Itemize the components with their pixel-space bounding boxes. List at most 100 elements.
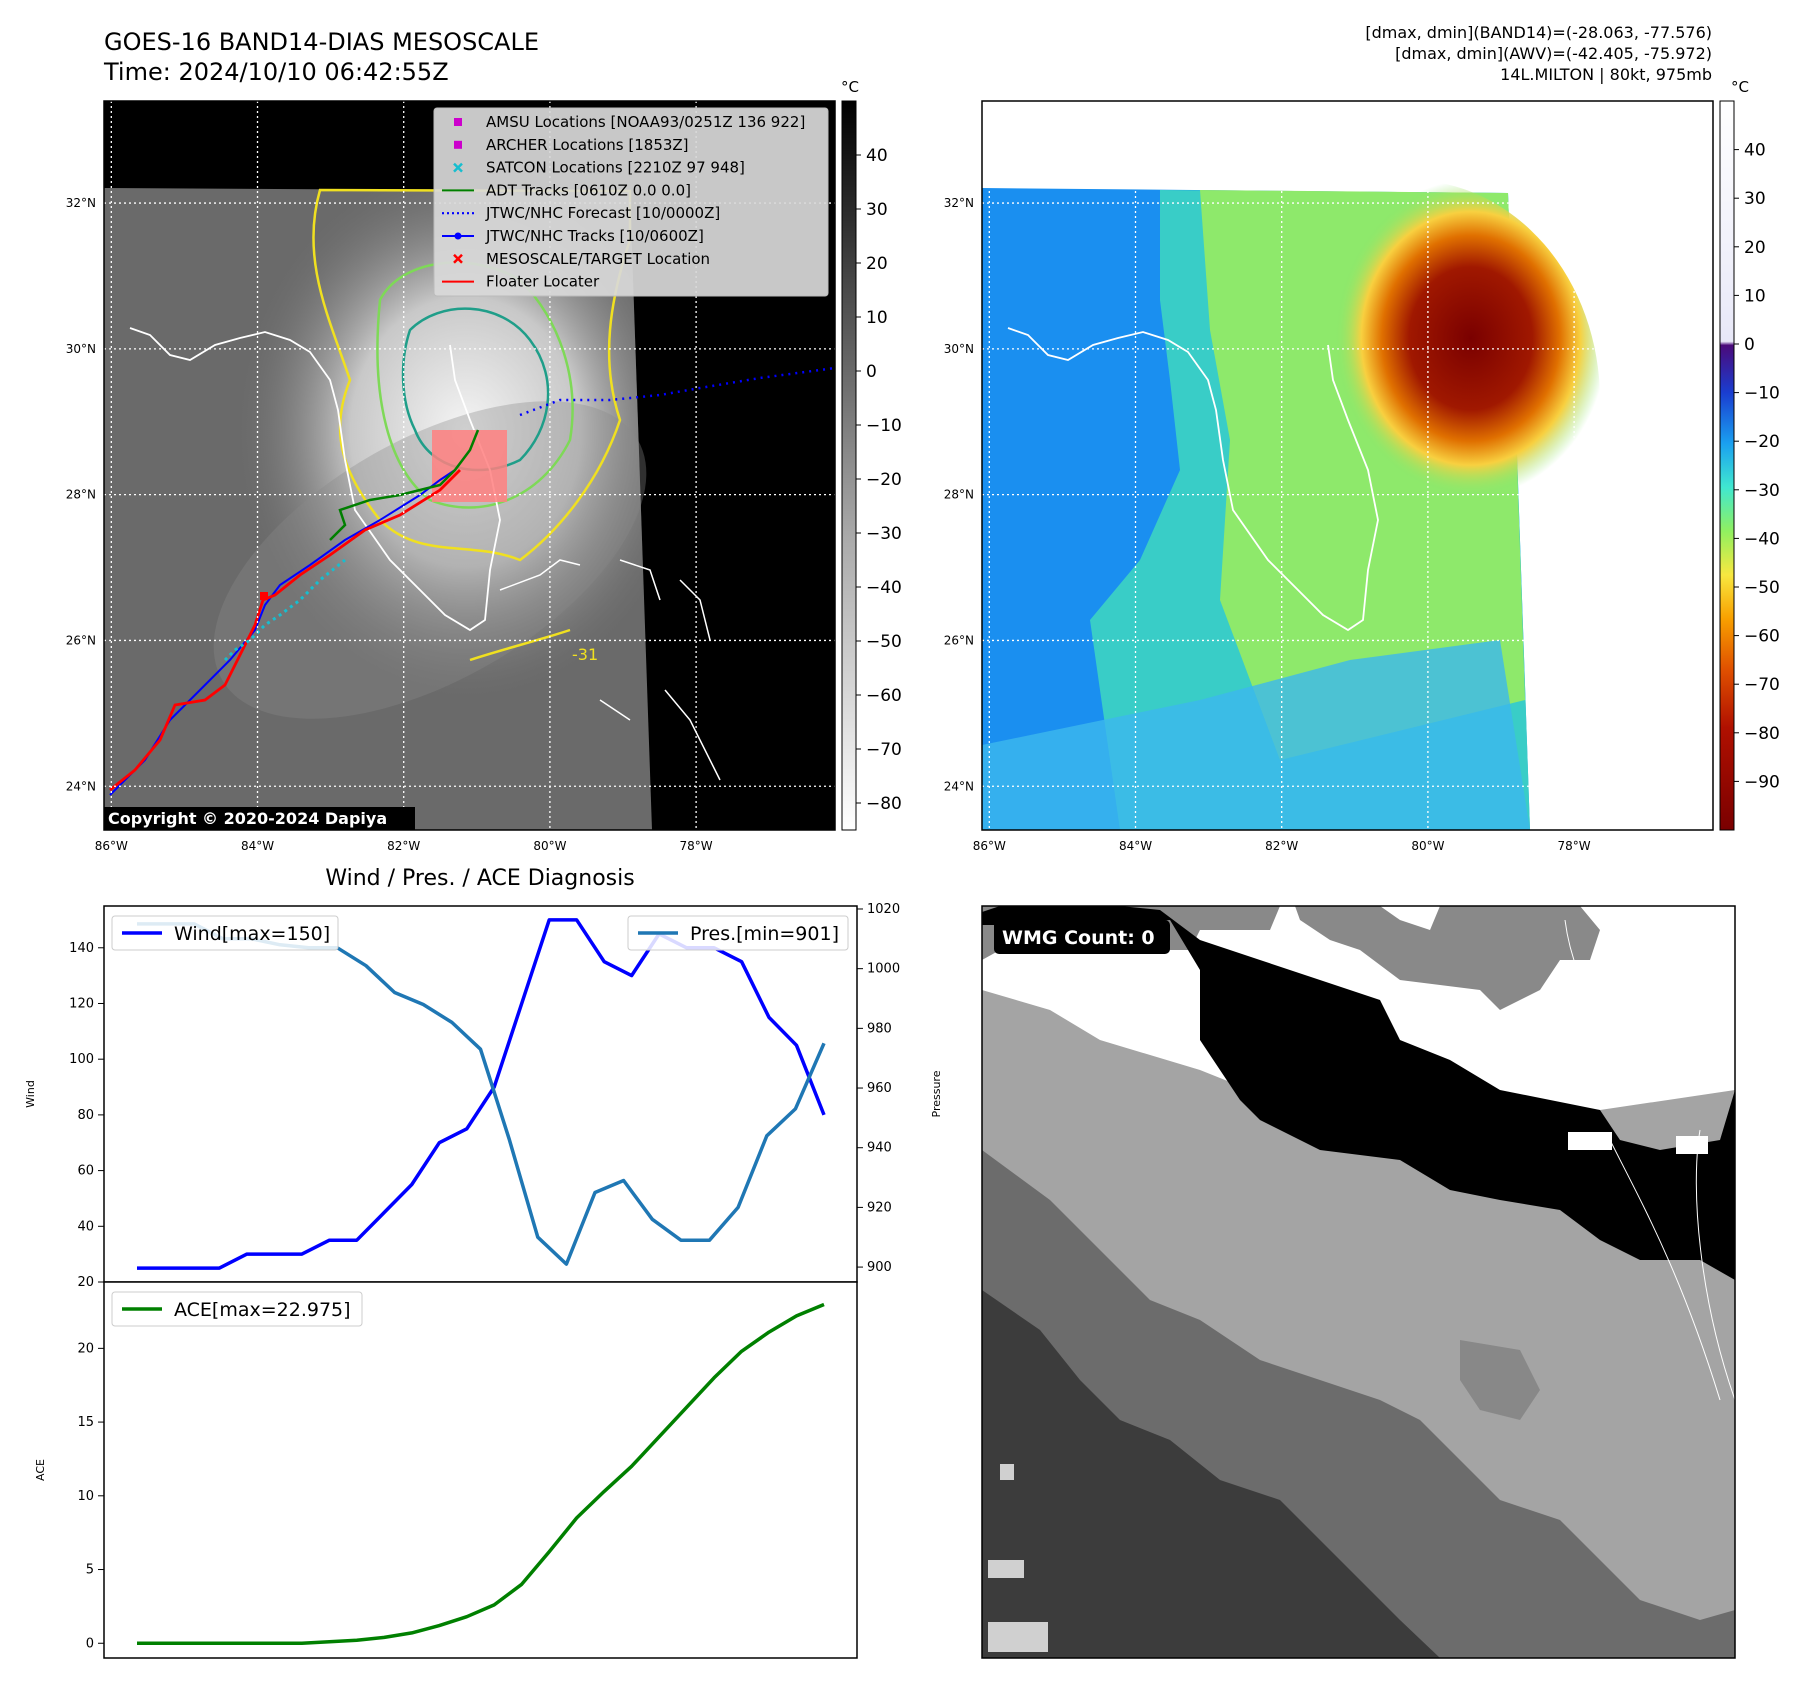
map2-lon-tick-label: 78°W: [1558, 839, 1591, 853]
wmg-gray-island: [1460, 1340, 1540, 1420]
pressure-legend-label: Pres.[min=901]: [690, 923, 839, 945]
wind-tick-label: 100: [69, 1052, 94, 1067]
legend-x-marker: [453, 253, 463, 264]
map1-adt-track: [329, 429, 480, 541]
map2-lon-tick-label: 82°W: [1265, 839, 1298, 853]
map1-lat-tick-label: 32°N: [66, 196, 96, 210]
info-awv: [dmax, dmin](AWV)=(-42.405, -75.972): [1395, 44, 1712, 63]
map1-copyright: Copyright © 2020-2024 Dapiya: [104, 807, 415, 830]
ace-tick-label: 10: [77, 1489, 94, 1504]
colorbar-gray-tick-label: −20: [866, 470, 902, 490]
wmg-clear-patch-1: [1568, 1132, 1612, 1150]
colorbar-color-tick-label: −60: [1744, 627, 1780, 647]
map2-lat-tick-label: 32°N: [944, 196, 974, 210]
colorbar-color-tick-label: 40: [1744, 141, 1766, 161]
wind-axis-label: Wind: [24, 1080, 37, 1108]
colorbar-color-tick-label: −30: [1744, 481, 1780, 501]
map1-legend-box: [433, 107, 829, 297]
map1-lat-tick-label: 28°N: [66, 488, 96, 502]
map1-legend-item: ADT Tracks [0610Z 0.0 0.0]: [442, 181, 691, 199]
legend-dot: [454, 232, 462, 240]
map1-lon-tick-label: 78°W: [680, 839, 713, 853]
map1-legend-item: Floater Locater: [442, 273, 600, 291]
colorbar-color-tick-label: −10: [1744, 384, 1780, 404]
colorbar-gray-unit: °C: [841, 78, 859, 96]
figure-title: GOES-16 BAND14-DIAS MESOSCALE: [104, 28, 539, 56]
map2-lon-tick-label: 80°W: [1411, 839, 1444, 853]
map2-gridlines: [982, 101, 1713, 830]
colorbar-color-tick-label: 10: [1744, 286, 1766, 306]
pressure-tick-label: 980: [867, 1021, 892, 1036]
colorbar-color-tick-label: −40: [1744, 529, 1780, 549]
colorbar-color-tick-label: 0: [1744, 335, 1755, 355]
ace-plot-frame: [103, 1281, 858, 1659]
awv-map-panel: 86°W 84°W 82°W 80°W 78°W 32°N 30°N 28°N 26°N 24°N: [944, 100, 1714, 853]
map1-legend-item: MESOSCALE/TARGET Location: [453, 250, 710, 268]
pressure-tick-label: 900: [867, 1260, 892, 1275]
map1-lon-tick-label: 82°W: [387, 839, 420, 853]
wind-legend-box: [111, 915, 339, 951]
colorbar-gray-tick-label: 0: [866, 362, 877, 382]
map1-lon-tick-label: 86°W: [95, 839, 128, 853]
map2-coastline-florida: [1007, 327, 1379, 632]
map1-coastline-florida: [129, 327, 501, 632]
copyright-box: [104, 807, 415, 830]
info-band14: [dmax, dmin](BAND14)=(-28.063, -77.576): [1365, 23, 1712, 42]
wind-tick-label: 140: [69, 941, 94, 956]
map1-contour-keys: [469, 628, 571, 662]
map1-legend-item: JTWC/NHC Forecast [10/0000Z]: [442, 204, 720, 222]
colorbar-color-tick-label: −50: [1744, 578, 1780, 598]
map1-lon-tick-label: 80°W: [533, 839, 566, 853]
map2-tick-labels: 86°W 84°W 82°W 80°W 78°W 32°N 30°N 28°N 26°N 24°N: [944, 196, 1591, 853]
colorbar-color-tick-label: 20: [1744, 238, 1766, 258]
map2-lower-band: [982, 640, 1530, 830]
ir-map-panel: -31 86°W 84°W 82°W 80°W 78°W 32°N 30°N 28°N 26°N…: [66, 100, 836, 853]
colorbar-gray-tick-label: −30: [866, 524, 902, 544]
wmg-coastline-3: [1564, 919, 1601, 1021]
map1-legend-item: SATCON Locations [2210Z 97 948]: [453, 159, 745, 177]
colorbar-gray-tick-label: −40: [866, 578, 902, 598]
pressure-tick-label: 940: [867, 1141, 892, 1156]
map1-legend-item: ARCHER Locations [1853Z]: [454, 136, 689, 154]
wmg-coastline-2: [1695, 1129, 1736, 1401]
colorbar-color-tick-label: −90: [1744, 772, 1780, 792]
colorbar-gray-tick-label: −60: [866, 686, 902, 706]
colorbar-gray-tick-label: −70: [866, 740, 902, 760]
wmg-frame: [981, 905, 1736, 1659]
map2-lat-tick-label: 30°N: [944, 342, 974, 356]
map1-lat-tick-label: 30°N: [66, 342, 96, 356]
colorbar-gray-tick-label: 40: [866, 146, 888, 166]
map2-frame: [981, 100, 1714, 831]
wind-legend-label: Wind[max=150]: [174, 923, 330, 945]
wind-pressure-chart: 20 40 60 80 100 120 140 900 920 940 960 980 1000 1020…: [24, 902, 943, 1290]
map1-lat-tick-label: 26°N: [66, 633, 96, 647]
wmg-count-label: WMG Count: 0: [1002, 927, 1155, 949]
map1-target-marker: [260, 592, 268, 600]
colorbar-color-tick-label: −80: [1744, 724, 1780, 744]
figure-time: Time: 2024/10/10 06:42:55Z: [103, 58, 449, 86]
wmg-gray-top: [1295, 906, 1600, 1010]
colorbar-color-tick-label: −20: [1744, 432, 1780, 452]
map1-frame: [103, 100, 836, 831]
map1-legend-label: MESOSCALE/TARGET Location: [486, 250, 710, 268]
ace-legend-box: [111, 1291, 363, 1327]
map1-floater-track: [109, 469, 461, 792]
wind-tick-label: 40: [77, 1219, 94, 1234]
pressure-legend-box: [627, 915, 849, 951]
map1-target-box: [432, 430, 507, 502]
ace-axis-label: ACE: [34, 1459, 47, 1481]
wmg-light-patch-3: [1000, 1464, 1014, 1480]
wind-tick-label: 120: [69, 996, 94, 1011]
map1-contour-label: -31: [572, 645, 598, 664]
pressure-axis-label: Pressure: [930, 1070, 943, 1117]
wind-tick-label: 80: [77, 1108, 94, 1123]
map1-legend-label: AMSU Locations [NOAA93/0251Z 136 922]: [486, 113, 805, 131]
colorbar-gray-scale: [841, 100, 857, 831]
map1-legend-item: AMSU Locations [NOAA93/0251Z 136 922]: [454, 113, 805, 131]
info-storm: 14L.MILTON | 80kt, 975mb: [1500, 65, 1712, 84]
map1-forecast-track: [519, 366, 835, 417]
colorbar-gray-tick-label: 30: [866, 200, 888, 220]
colorbar-gray-tick-label: 10: [866, 308, 888, 328]
map1-legend-label: ADT Tracks [0610Z 0.0 0.0]: [486, 181, 691, 199]
map1-legend-label: Floater Locater: [486, 273, 600, 291]
